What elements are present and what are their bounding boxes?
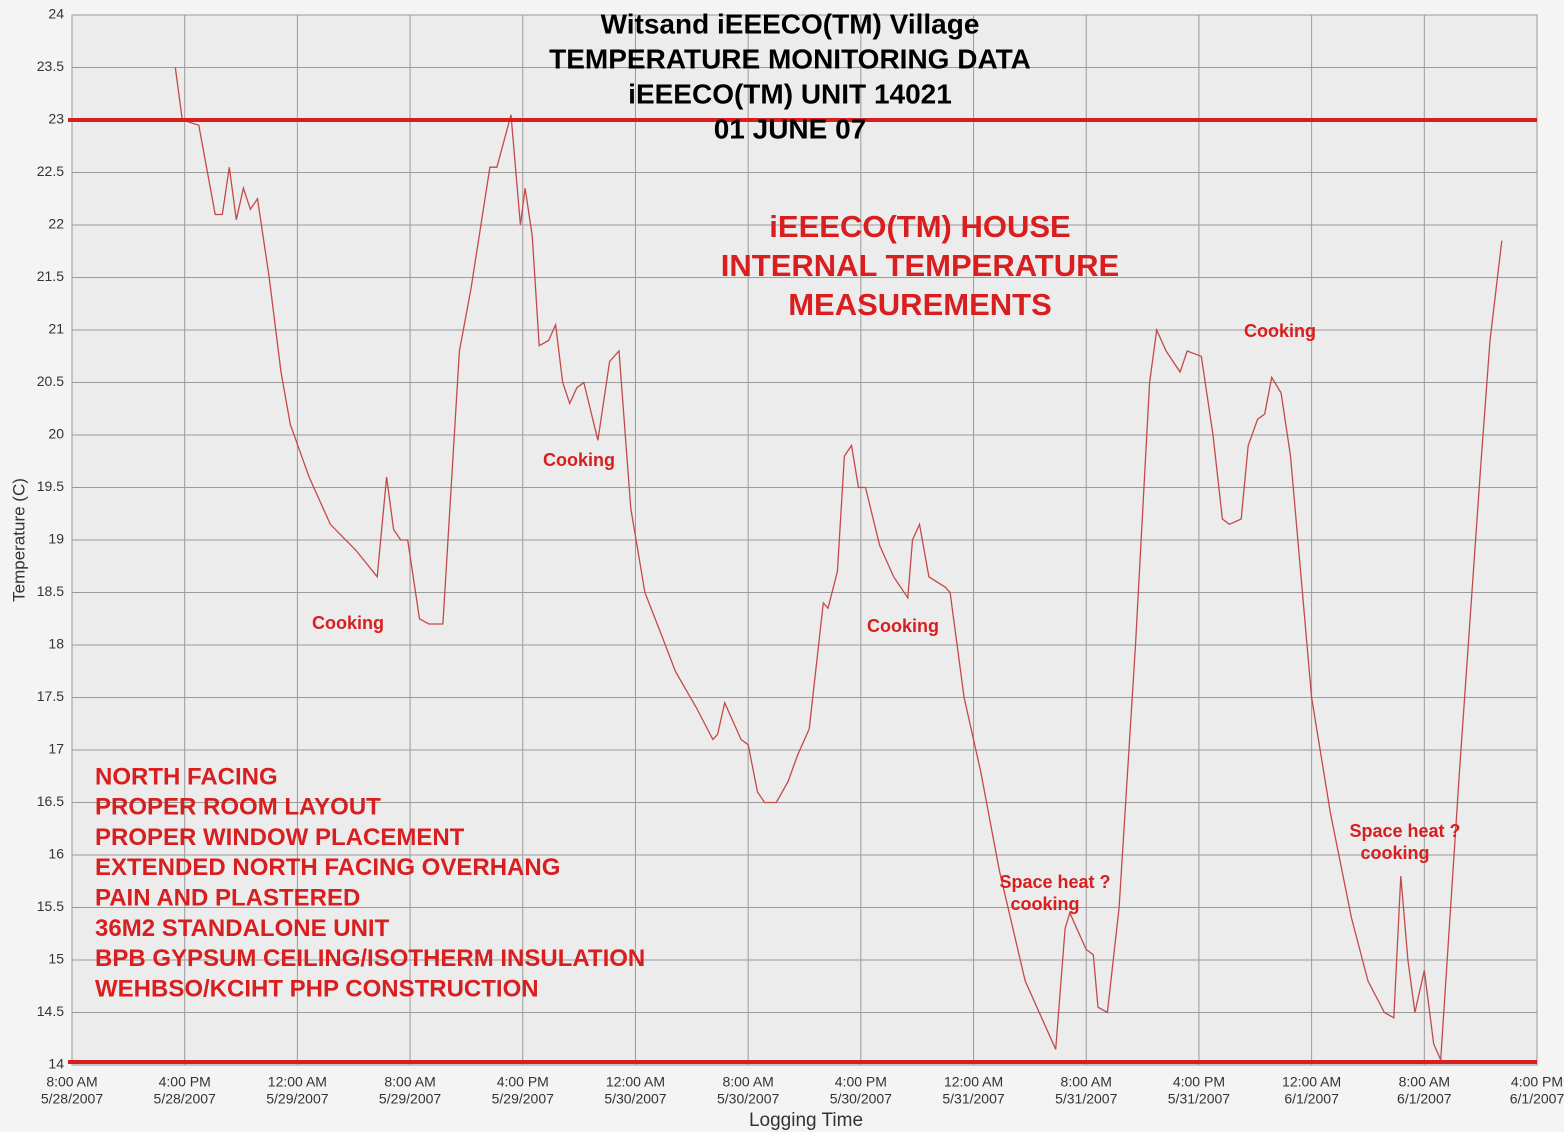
x-tick-label: 5/29/2007 (266, 1091, 328, 1107)
y-tick-label: 19.5 (37, 478, 64, 494)
x-tick-label: 12:00 AM (944, 1074, 1003, 1090)
y-tick-label: 23 (48, 111, 64, 127)
y-tick-label: 19 (48, 531, 64, 547)
x-tick-label: 5/29/2007 (492, 1091, 554, 1107)
x-tick-label: 4:00 PM (1511, 1074, 1563, 1090)
y-tick-label: 17.5 (37, 688, 64, 704)
y-tick-label: 16 (48, 846, 64, 862)
y-tick-label: 22 (48, 216, 64, 232)
annotation: cooking (1360, 843, 1429, 863)
x-tick-label: 4:00 PM (835, 1074, 887, 1090)
annotation: Space heat ? (999, 872, 1110, 892)
x-tick-label: 5/31/2007 (942, 1091, 1004, 1107)
x-tick-label: 12:00 AM (1282, 1074, 1341, 1090)
y-tick-label: 20 (48, 426, 64, 442)
annotation: Cooking (543, 450, 615, 470)
x-tick-label: 8:00 AM (46, 1074, 97, 1090)
heading-line: INTERNAL TEMPERATURE (721, 248, 1119, 283)
x-tick-label: 6/1/2007 (1397, 1091, 1452, 1107)
x-tick-label: 4:00 PM (1173, 1074, 1225, 1090)
y-tick-label: 22.5 (37, 163, 64, 179)
note-line: NORTH FACING (95, 763, 278, 790)
x-tick-label: 4:00 PM (497, 1074, 549, 1090)
x-tick-label: 6/1/2007 (1284, 1091, 1339, 1107)
title-line: TEMPERATURE MONITORING DATA (549, 43, 1031, 74)
y-tick-label: 20.5 (37, 373, 64, 389)
title-line: Witsand iEEECO(TM) Village (601, 8, 980, 39)
title-line: iEEECO(TM) UNIT 14021 (628, 78, 952, 109)
note-line: EXTENDED NORTH FACING OVERHANG (95, 854, 560, 881)
note-line: PROPER ROOM LAYOUT (95, 794, 381, 821)
x-tick-label: 5/30/2007 (604, 1091, 666, 1107)
y-tick-label: 15 (48, 951, 64, 967)
x-tick-label: 12:00 AM (268, 1074, 327, 1090)
heading-line: MEASUREMENTS (788, 287, 1052, 322)
x-tick-label: 6/1/2007 (1510, 1091, 1564, 1107)
heading-line: iEEECO(TM) HOUSE (769, 209, 1070, 244)
y-tick-label: 17 (48, 741, 64, 757)
y-tick-label: 14 (48, 1056, 64, 1072)
x-tick-label: 8:00 AM (722, 1074, 773, 1090)
y-tick-label: 15.5 (37, 898, 64, 914)
x-tick-label: 8:00 AM (384, 1074, 435, 1090)
annotation: Cooking (867, 616, 939, 636)
note-line: WEHBSO/KCIHT PHP CONSTRUCTION (95, 975, 539, 1002)
x-tick-label: 5/28/2007 (154, 1091, 216, 1107)
y-axis-label: Temperature (C) (9, 478, 28, 602)
x-tick-label: 8:00 AM (1399, 1074, 1450, 1090)
annotation: cooking (1010, 894, 1079, 914)
annotation: Space heat ? (1349, 821, 1460, 841)
x-tick-label: 5/29/2007 (379, 1091, 441, 1107)
x-tick-label: 5/30/2007 (717, 1091, 779, 1107)
y-tick-label: 21 (48, 321, 64, 337)
y-tick-label: 21.5 (37, 268, 64, 284)
title-line: 01 JUNE 07 (714, 113, 867, 144)
y-tick-label: 18.5 (37, 583, 64, 599)
y-tick-label: 24 (48, 6, 64, 22)
note-line: PAIN AND PLASTERED (95, 885, 360, 912)
annotation: Cooking (312, 613, 384, 633)
y-tick-label: 23.5 (37, 58, 64, 74)
annotation: Cooking (1244, 321, 1316, 341)
y-tick-label: 18 (48, 636, 64, 652)
y-tick-label: 16.5 (37, 793, 64, 809)
x-tick-label: 12:00 AM (606, 1074, 665, 1090)
y-tick-label: 14.5 (37, 1003, 64, 1019)
x-tick-label: 4:00 PM (159, 1074, 211, 1090)
note-line: PROPER WINDOW PLACEMENT (95, 824, 465, 851)
x-tick-label: 8:00 AM (1061, 1074, 1112, 1090)
x-axis-label: Logging Time (749, 1110, 863, 1131)
note-line: 36M2 STANDALONE UNIT (95, 915, 390, 942)
x-tick-label: 5/31/2007 (1168, 1091, 1230, 1107)
x-tick-label: 5/31/2007 (1055, 1091, 1117, 1107)
note-line: BPB GYPSUM CEILING/ISOTHERM INSULATION (95, 945, 645, 972)
temperature-line (174, 67, 1503, 1061)
x-tick-label: 5/28/2007 (41, 1091, 103, 1107)
x-tick-label: 5/30/2007 (830, 1091, 892, 1107)
